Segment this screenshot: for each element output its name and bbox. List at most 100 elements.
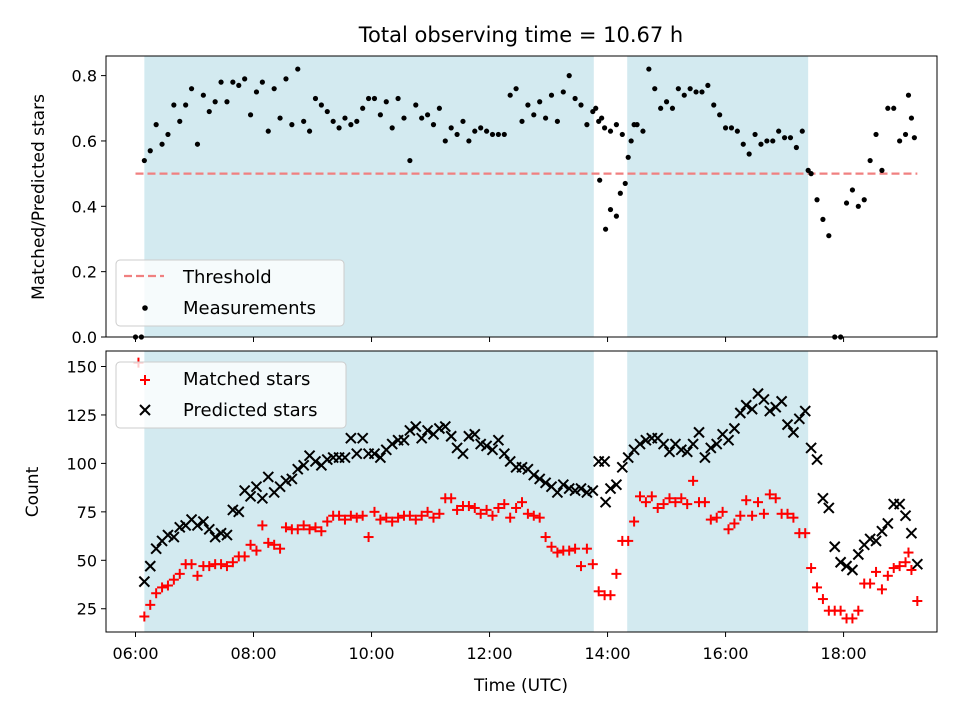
matched-stars-point (322, 516, 333, 527)
predicted-stars-point (356, 432, 369, 444)
y-tick-label: 50 (77, 551, 97, 570)
x-axis-label: Time (UTC) (473, 676, 568, 696)
predicted-stars-point (398, 434, 410, 446)
predicted-stars-point (775, 395, 788, 408)
measurement-points (132, 66, 917, 340)
measurement-point (519, 118, 525, 124)
predicted-stars-point (823, 502, 835, 514)
measurement-point (584, 122, 590, 128)
measurement-point (902, 131, 909, 138)
measurement-point (787, 135, 794, 141)
predicted-stars-point (805, 442, 817, 454)
measurement-point (885, 105, 891, 111)
predicted-stars-point (528, 469, 540, 481)
measurement-point (483, 128, 490, 134)
matched-stars-point (847, 613, 858, 624)
measurement-point (501, 131, 507, 138)
x-tick-label: 06:00 (112, 644, 158, 663)
predicted-stars-point (410, 420, 422, 433)
matched-stars-point (410, 514, 421, 525)
measurement-point (330, 118, 336, 124)
matched-stars-point (912, 595, 923, 606)
matched-stars-point (174, 568, 185, 579)
matched-stars-point (168, 574, 179, 585)
measurement-point (740, 141, 746, 147)
matched-stars-point (151, 588, 162, 599)
predicted-stars-point (404, 424, 416, 437)
measurement-point (454, 131, 460, 138)
predicted-stars-point (250, 480, 263, 493)
predicted-stars-point (876, 525, 888, 537)
matched-stars-point (463, 501, 474, 512)
predicted-stars-point (138, 575, 151, 588)
matched-stars-point (375, 514, 386, 525)
matched-stars-point (611, 568, 622, 579)
x-tick-label: 18:00 (821, 644, 867, 663)
matched-stars-point (747, 510, 758, 521)
predicted-stars-point (297, 459, 310, 472)
top-legend-box (115, 259, 345, 327)
top-legend: Threshold Measurements (115, 259, 345, 327)
measurement-point (236, 82, 242, 89)
measurement-point (764, 138, 770, 144)
predicted-stars-point (492, 434, 505, 446)
y-tick-label: 0.8 (72, 67, 97, 86)
y-tick-label: 150 (66, 358, 97, 377)
predicted-stars-point (681, 446, 693, 458)
predicted-stars-point (457, 448, 469, 460)
predicted-stars-point (622, 451, 634, 464)
predicted-stars-point (781, 418, 794, 431)
predicted-stars-legend-label: Predicted stars (183, 400, 317, 421)
y-tick-label: 25 (77, 600, 97, 619)
matched-stars-point (593, 586, 604, 597)
matched-stars-point (245, 539, 256, 550)
measurement-point (306, 128, 313, 134)
measurement-point (758, 141, 764, 147)
measurement-point (663, 99, 670, 105)
measurement-point (478, 125, 484, 131)
measurement-point (442, 138, 448, 144)
predicted-stars-point (599, 496, 612, 508)
measurement-point (693, 89, 699, 95)
measurements-legend-label: Measurements (183, 298, 316, 319)
x-tick-label: 14:00 (584, 644, 630, 663)
matched-stars-point (635, 491, 646, 502)
measurement-point (908, 115, 915, 121)
matched-stars-point (800, 528, 811, 539)
measurement-point (826, 233, 832, 239)
predicted-stars-point (870, 535, 882, 547)
predicted-stars-point (893, 498, 906, 510)
x-tick-label: 08:00 (230, 644, 276, 663)
measurement-point (602, 125, 608, 131)
observing-window-2 (627, 351, 809, 632)
measurement-point (867, 157, 873, 164)
predicted-stars-point (852, 548, 865, 561)
predicted-stars-point (351, 448, 363, 460)
predicted-stars-point (728, 422, 741, 435)
predicted-stars-legend-swatch (139, 404, 151, 416)
predicted-stars-point (368, 448, 381, 460)
matched-stars-point (186, 559, 197, 570)
top-observing-windows (144, 56, 809, 337)
measurement-point (242, 76, 248, 82)
measurement-point (247, 112, 254, 118)
matched-stars-point (717, 506, 728, 517)
measurement-point (879, 167, 885, 173)
matched-stars-point (812, 582, 823, 593)
measurement-point (537, 99, 543, 105)
measurement-point (808, 171, 814, 177)
predicted-stars-point (846, 564, 859, 576)
measurement-point (436, 105, 442, 111)
measurement-point (622, 180, 628, 187)
measurement-point (312, 95, 319, 102)
measurement-point (354, 118, 360, 124)
measurement-point (141, 157, 147, 164)
matched-stars-point (900, 557, 911, 568)
measurement-point (669, 105, 676, 111)
measurement-point (424, 112, 431, 118)
matched-stars-point (575, 561, 586, 572)
measurement-point (165, 131, 171, 138)
matched-stars-point (404, 510, 415, 521)
matched-stars-point (664, 493, 675, 504)
